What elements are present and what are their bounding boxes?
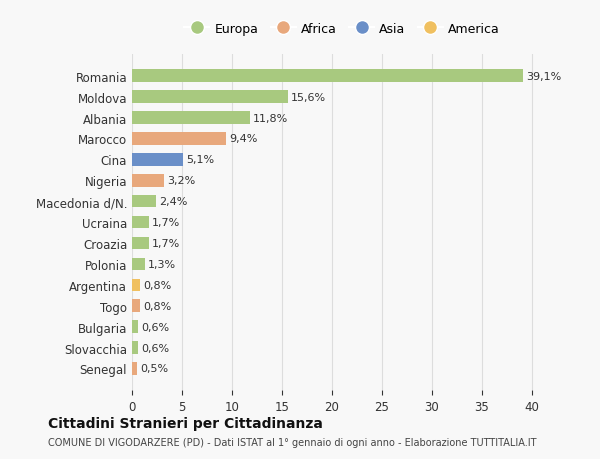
- Text: 11,8%: 11,8%: [253, 113, 288, 123]
- Text: 2,4%: 2,4%: [159, 197, 187, 207]
- Text: 39,1%: 39,1%: [526, 72, 561, 82]
- Bar: [132, 258, 145, 271]
- Text: COMUNE DI VIGODARZERE (PD) - Dati ISTAT al 1° gennaio di ogni anno - Elaborazion: COMUNE DI VIGODARZERE (PD) - Dati ISTAT …: [48, 437, 536, 447]
- Text: Cittadini Stranieri per Cittadinanza: Cittadini Stranieri per Cittadinanza: [48, 416, 323, 430]
- Text: 9,4%: 9,4%: [229, 134, 257, 144]
- Bar: [132, 91, 288, 104]
- Bar: [132, 279, 140, 291]
- Bar: [132, 341, 138, 354]
- Bar: [132, 112, 250, 124]
- Text: 0,6%: 0,6%: [141, 343, 169, 353]
- Bar: [132, 300, 140, 312]
- Bar: [132, 133, 226, 146]
- Text: 1,7%: 1,7%: [152, 218, 180, 228]
- Text: 3,2%: 3,2%: [167, 176, 195, 186]
- Text: 5,1%: 5,1%: [186, 155, 214, 165]
- Text: 0,6%: 0,6%: [141, 322, 169, 332]
- Bar: [132, 196, 156, 208]
- Bar: [132, 237, 149, 250]
- Bar: [132, 363, 137, 375]
- Text: 1,7%: 1,7%: [152, 239, 180, 248]
- Text: 0,8%: 0,8%: [143, 280, 171, 290]
- Legend: Europa, Africa, Asia, America: Europa, Africa, Asia, America: [179, 18, 505, 41]
- Text: 0,8%: 0,8%: [143, 301, 171, 311]
- Text: 1,3%: 1,3%: [148, 259, 176, 269]
- Bar: [132, 174, 164, 187]
- Bar: [132, 70, 523, 83]
- Text: 15,6%: 15,6%: [291, 92, 326, 102]
- Bar: [132, 154, 183, 166]
- Text: 0,5%: 0,5%: [140, 364, 168, 374]
- Bar: [132, 216, 149, 229]
- Bar: [132, 321, 138, 333]
